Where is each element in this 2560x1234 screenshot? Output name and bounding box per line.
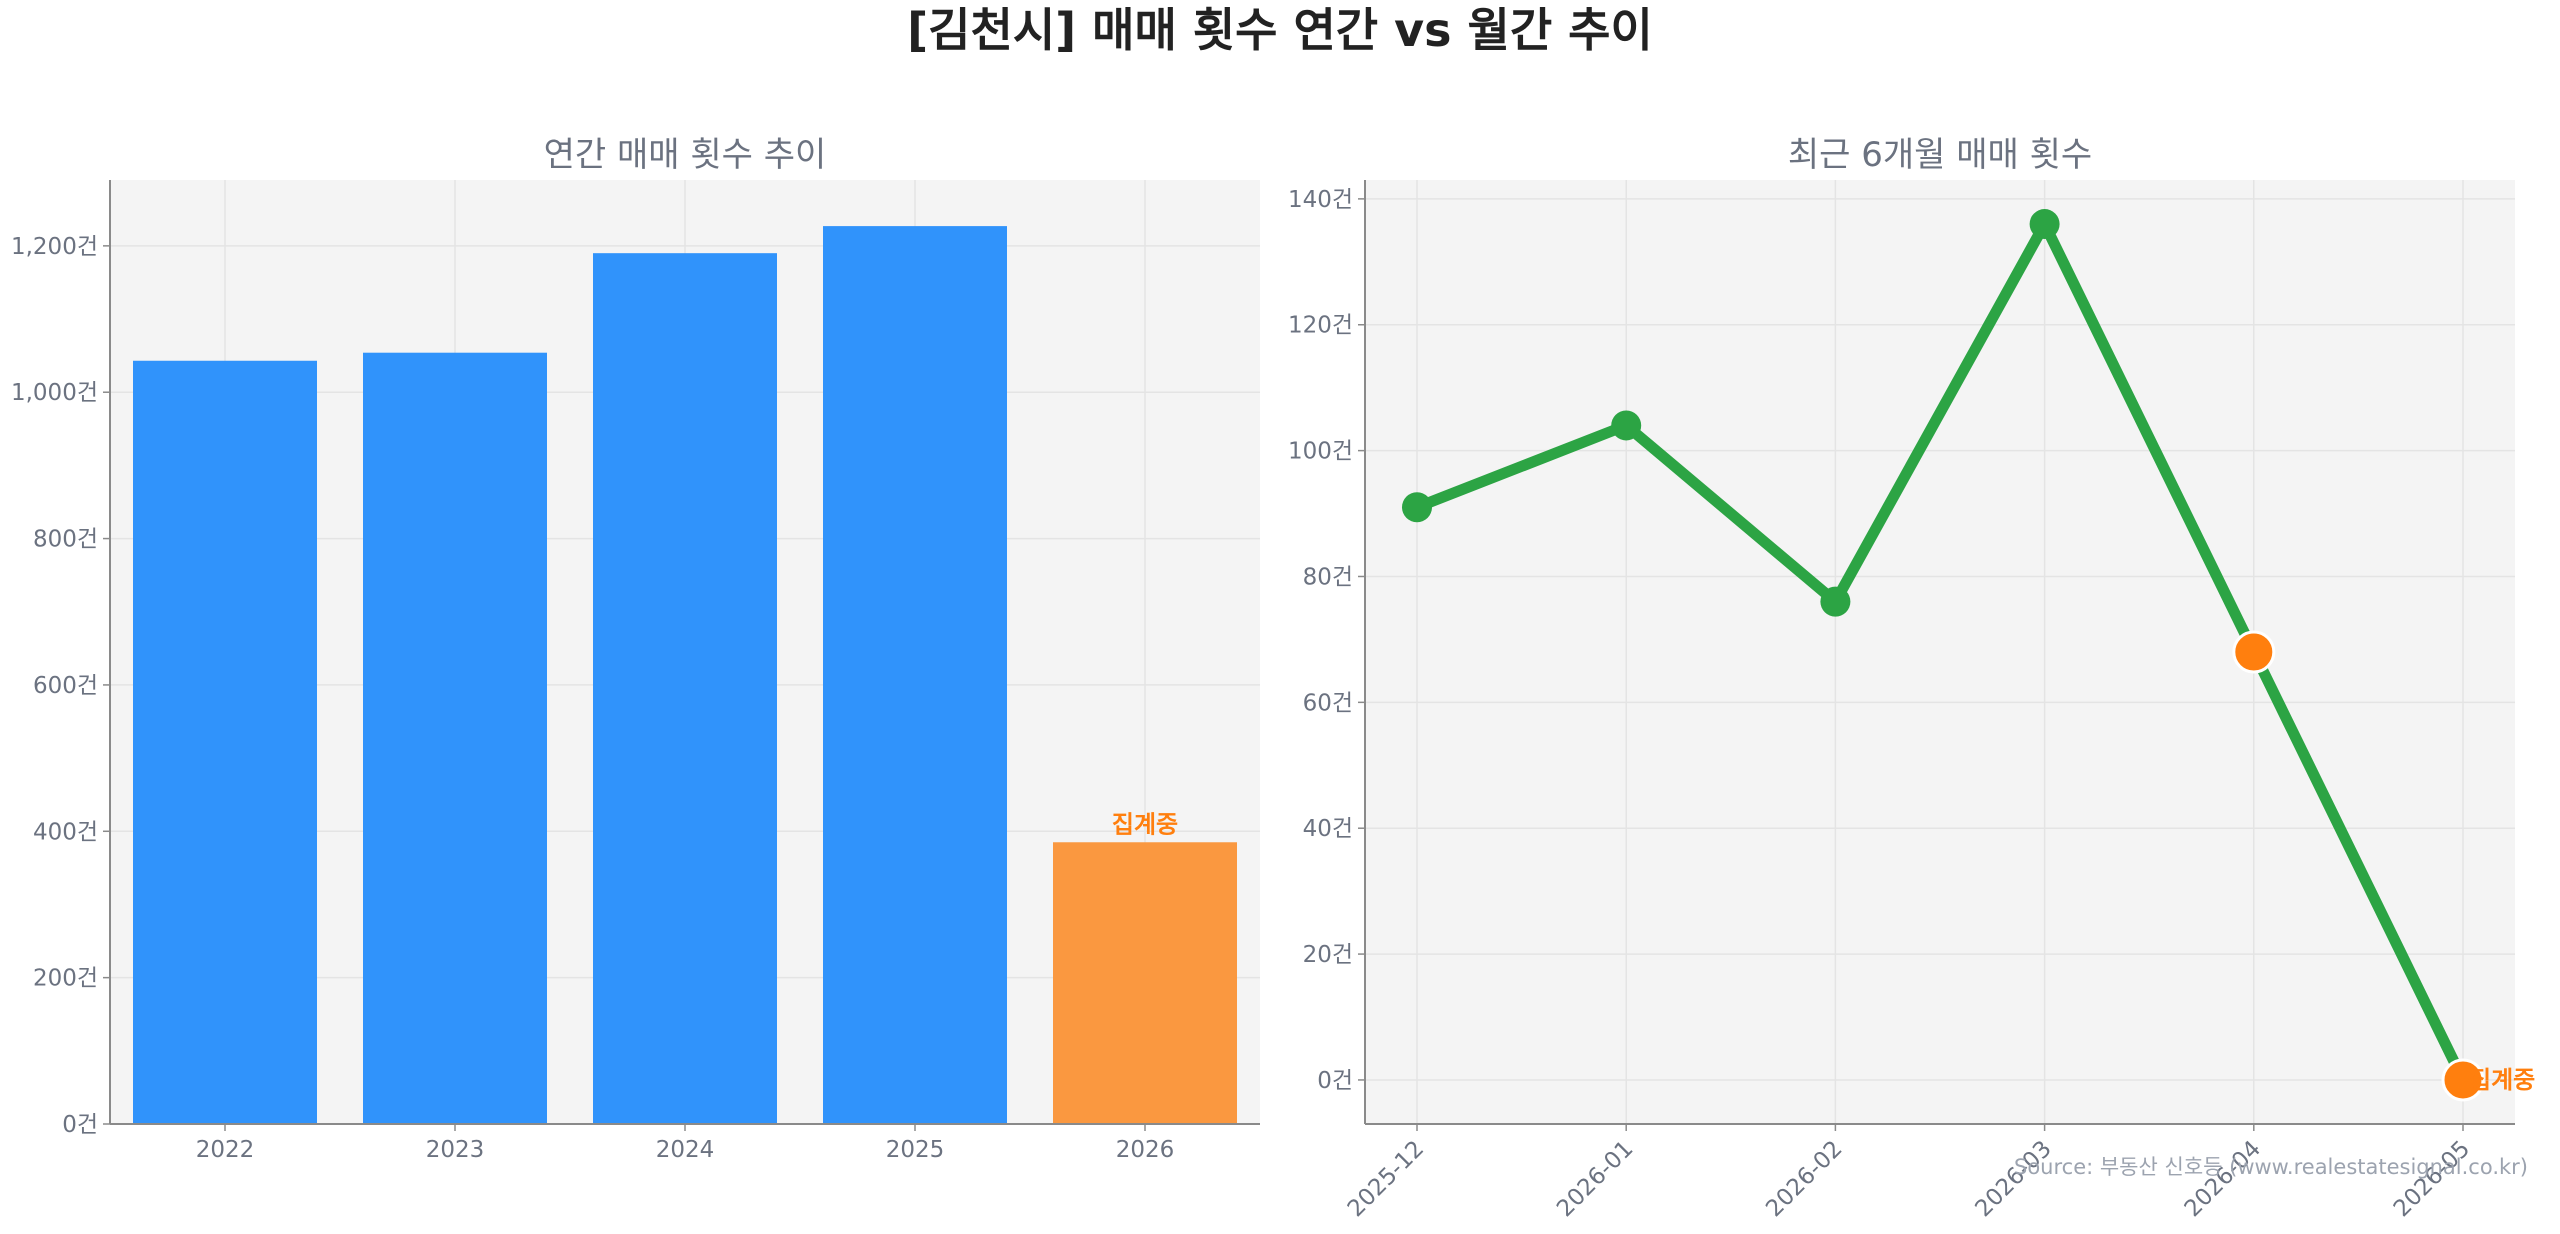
line-point-2025-12 bbox=[1402, 492, 1432, 523]
line-point-pending-2026-05 bbox=[2441, 1058, 2485, 1102]
source-note: Source: 부동산 신호등 (www.realestatesignal.co… bbox=[2014, 1155, 2528, 1179]
line-point-2026-01 bbox=[1611, 410, 1642, 441]
line-marks: 집계중 bbox=[1402, 209, 2535, 1102]
line-y-tick-label: 0건 bbox=[1317, 1068, 1353, 1094]
line-x-tick-label: 2026-03 bbox=[1970, 1136, 2056, 1222]
bar-pending-label: 집계중 bbox=[1112, 810, 1178, 838]
line-x-tick-label: 2026-01 bbox=[1552, 1136, 1638, 1222]
bar-x-tick-label: 2024 bbox=[656, 1137, 715, 1163]
line-y-tick-label: 60건 bbox=[1303, 690, 1353, 716]
bar-2022 bbox=[133, 360, 317, 1125]
line-x-tick-label: 2025-12 bbox=[1343, 1136, 1429, 1222]
bar-y-tick-label: 400건 bbox=[33, 819, 98, 845]
bar-x-tick-label: 2026 bbox=[1116, 1137, 1175, 1163]
line-y-tick-label: 40건 bbox=[1303, 816, 1353, 842]
bar-x-tick-label: 2025 bbox=[886, 1137, 945, 1163]
bar-y-tick-label: 800건 bbox=[33, 527, 98, 553]
bar-2025 bbox=[823, 226, 1007, 1125]
line-pending-label: 집계중 bbox=[2469, 1066, 2535, 1094]
bar-y-tick-label: 1,200건 bbox=[11, 234, 98, 260]
bar-2026 bbox=[1053, 842, 1237, 1124]
bar-y-tick-labels: 0건 200건 400건 600건 800건 1,000건 1,200건 bbox=[11, 234, 110, 1138]
bar-2024 bbox=[593, 253, 777, 1125]
line-y-tick-label: 100건 bbox=[1288, 439, 1353, 465]
line-x-tick-label: 2026-05 bbox=[2389, 1136, 2475, 1222]
line-point-2026-03 bbox=[2029, 209, 2060, 240]
bar-x-tick-label: 2022 bbox=[196, 1137, 255, 1163]
bar-y-tick-label: 600건 bbox=[33, 673, 98, 699]
line-series bbox=[1411, 218, 2469, 1086]
line-x-tick-label: 2026-04 bbox=[2180, 1136, 2266, 1222]
page-title: [김천시] 매매 횟수 연간 vs 월간 추이 bbox=[907, 3, 1653, 57]
bar-x-tick-label: 2023 bbox=[426, 1137, 485, 1163]
line-gridlines bbox=[1365, 180, 2515, 1124]
bar-2023 bbox=[363, 352, 547, 1124]
line-y-tick-labels: 0건 20건 40건 60건 80건 100건 120건 140건 bbox=[1288, 187, 1365, 1094]
line-y-tick-label: 80건 bbox=[1303, 564, 1353, 590]
monthly-line-chart: 집계중 0건 20건 40건 60건 80건 100건 120건 140건 2025-12 20… bbox=[1288, 135, 2535, 1222]
line-chart-title: 최근 6개월 매매 횟수 bbox=[1788, 135, 2092, 175]
line-point-2026-02 bbox=[1820, 586, 1851, 617]
line-y-tick-label: 120건 bbox=[1288, 313, 1353, 339]
line-y-tick-label: 140건 bbox=[1288, 187, 1353, 213]
bar-x-tick-labels: 2022 2023 2024 2025 2026 bbox=[196, 1124, 1175, 1163]
bar-y-tick-label: 1,000건 bbox=[11, 380, 98, 406]
bar-chart-title: 연간 매매 횟수 추이 bbox=[544, 135, 827, 175]
line-x-tick-label: 2026-02 bbox=[1761, 1136, 1847, 1222]
bar-marks: 집계중 bbox=[133, 226, 1237, 1125]
bar-y-tick-label: 0건 bbox=[62, 1112, 98, 1138]
line-y-tick-label: 20건 bbox=[1303, 942, 1353, 968]
bar-y-tick-label: 200건 bbox=[33, 966, 98, 992]
line-plot-background bbox=[1365, 180, 2515, 1124]
line-point-pending-2026-04 bbox=[2232, 630, 2276, 674]
